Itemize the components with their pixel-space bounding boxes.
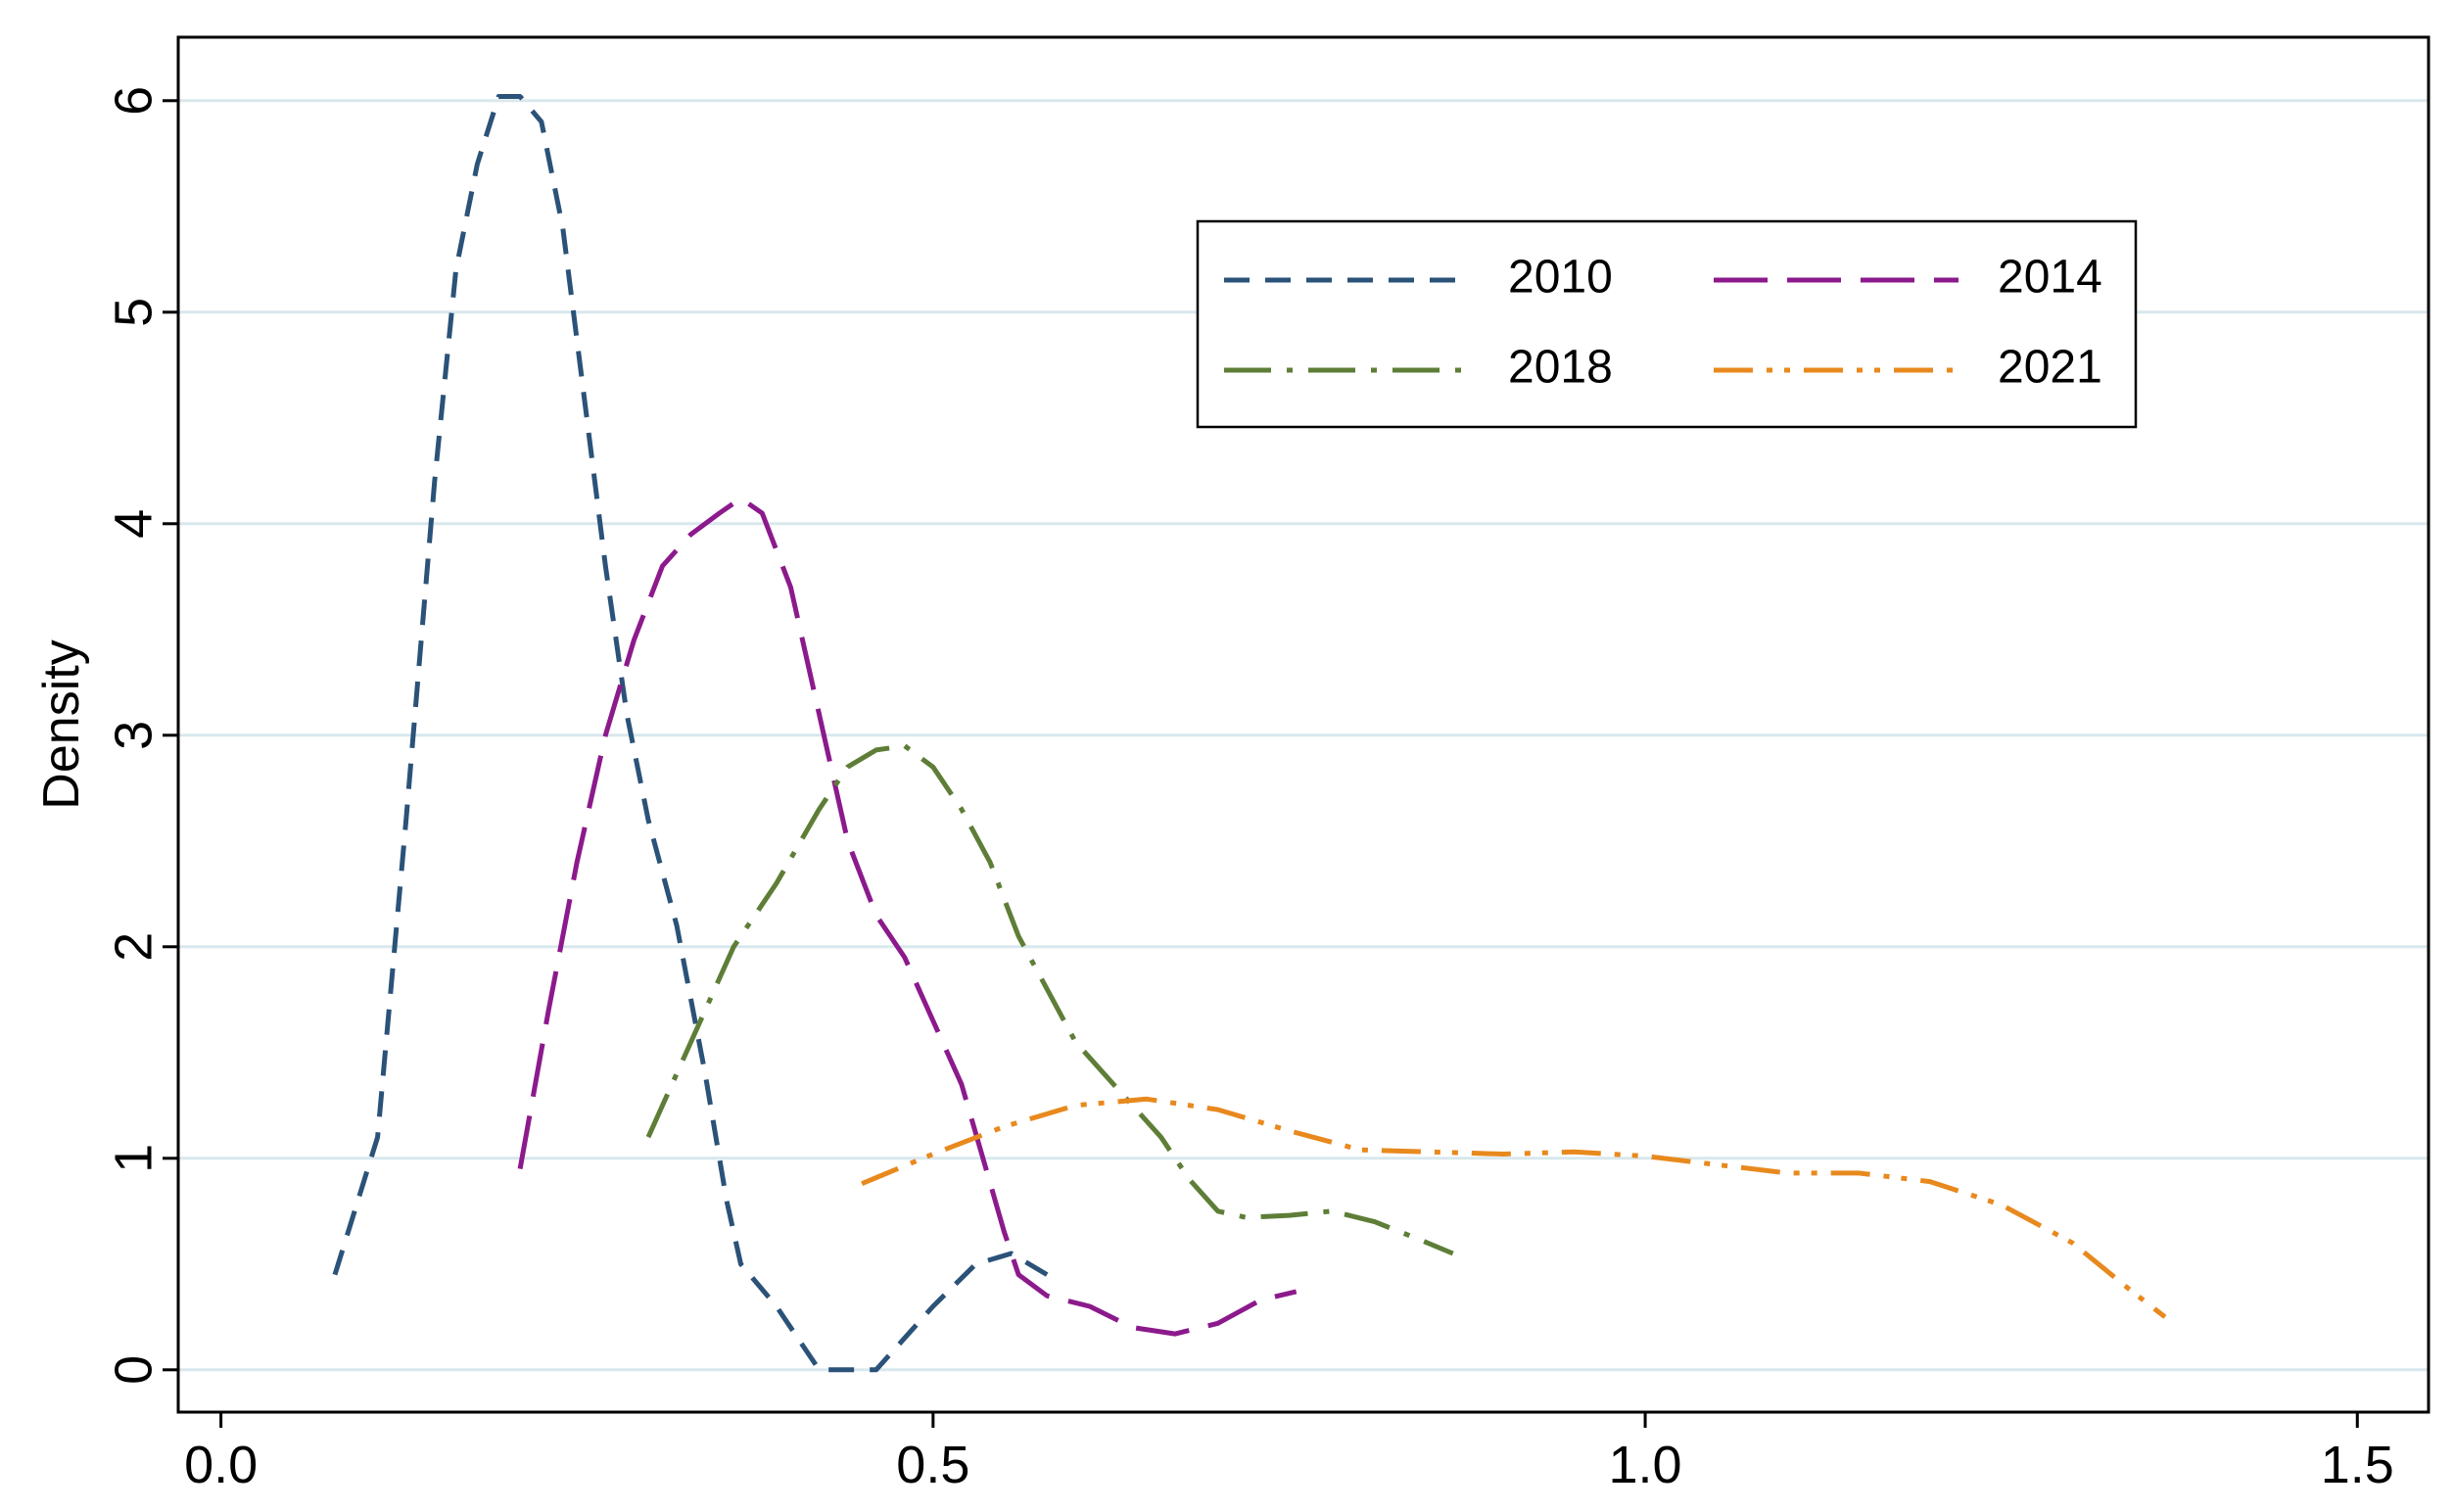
- series-line-2021: [861, 1096, 2167, 1319]
- legend: 2010 2014 2018 2021: [1196, 219, 2138, 429]
- legend-label-2021: 2021: [1998, 342, 2102, 394]
- legend-box: [1196, 219, 2138, 429]
- y-axis-title: Density: [33, 639, 90, 809]
- x-tick-label: 0.5: [896, 1436, 969, 1494]
- x-tick-label: 0.0: [184, 1436, 258, 1494]
- legend-label-2010: 2010: [1508, 252, 1613, 304]
- series-line-2014: [517, 496, 1298, 1337]
- plot-frame: [176, 35, 2430, 1414]
- y-tick-label: 3: [104, 721, 163, 750]
- series-line-2010: [332, 94, 1049, 1373]
- x-tick-label: 1.5: [2321, 1436, 2394, 1494]
- y-tick-label: 6: [104, 86, 163, 116]
- x-tick-label: 1.0: [1609, 1436, 1682, 1494]
- series-lines: [332, 94, 2167, 1373]
- legend-label-2014: 2014: [1998, 252, 2102, 304]
- y-tick-label: 5: [104, 298, 163, 327]
- series-line-2018: [645, 743, 1454, 1256]
- y-tick-label: 1: [104, 1144, 163, 1173]
- y-tick-label: 4: [104, 509, 163, 539]
- legend-label-2018: 2018: [1508, 342, 1613, 394]
- axes: 0.0 0.5 1.0 1.5 0 1 2 3 4 5 6: [104, 86, 2394, 1494]
- y-tick-label: 2: [104, 932, 163, 962]
- y-tick-label: 0: [104, 1355, 163, 1385]
